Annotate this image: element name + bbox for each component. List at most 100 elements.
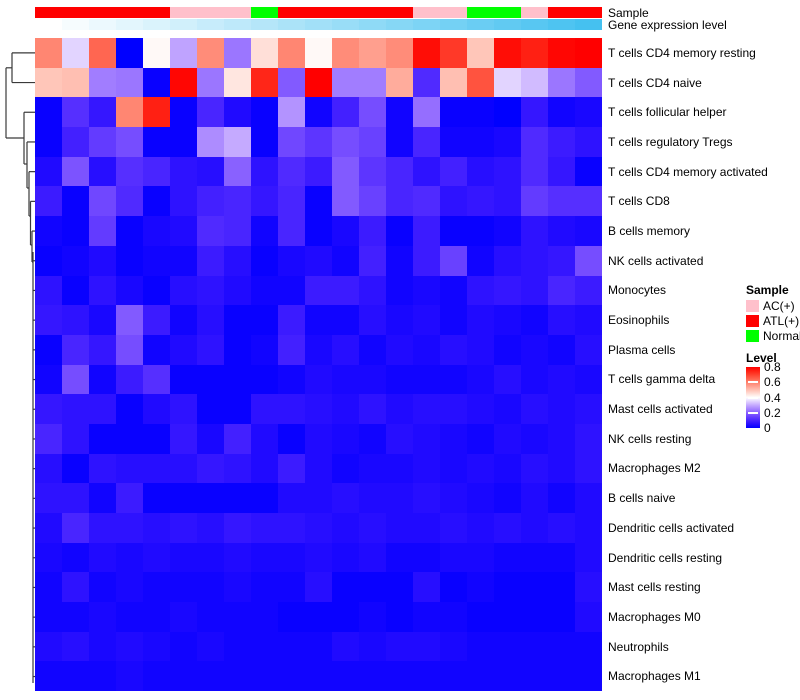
heatmap-cell bbox=[386, 483, 413, 513]
heatmap-cell bbox=[467, 305, 494, 335]
heatmap-cell bbox=[278, 513, 305, 543]
heatmap-cell bbox=[332, 394, 359, 424]
heatmap-cell bbox=[467, 513, 494, 543]
heatmap-cell bbox=[413, 216, 440, 246]
row-label: B cells naive bbox=[608, 491, 676, 506]
heatmap-cell bbox=[440, 275, 467, 306]
heatmap-cell bbox=[413, 602, 440, 632]
legend-level-block: Level 0.8 0.6 0.4 0.2 0 bbox=[746, 351, 800, 436]
level-tick-mark bbox=[748, 381, 758, 384]
heatmap-cell bbox=[305, 394, 332, 424]
sample-annotation-label: Sample bbox=[608, 6, 649, 20]
heatmap-cell bbox=[62, 483, 89, 513]
heatmap-cell bbox=[494, 513, 521, 543]
heatmap-cell bbox=[170, 661, 197, 692]
sample-annotation-cell bbox=[386, 7, 413, 18]
heatmap-cell bbox=[305, 364, 332, 395]
heatmap-cell bbox=[116, 127, 143, 157]
heatmap-cell bbox=[386, 453, 413, 484]
heatmap-cell bbox=[494, 394, 521, 424]
heatmap-cell bbox=[521, 602, 548, 632]
heatmap-cell bbox=[62, 334, 89, 365]
heatmap-cell bbox=[89, 38, 116, 68]
level-tick-label: 0 bbox=[764, 421, 771, 435]
heatmap-cell bbox=[467, 186, 494, 217]
heatmap-cell bbox=[62, 97, 89, 128]
gene-expression-annotation-cell bbox=[359, 19, 386, 30]
heatmap-cell bbox=[89, 127, 116, 157]
heatmap-cell bbox=[359, 97, 386, 128]
row-label: Dendritic cells activated bbox=[608, 520, 735, 535]
heatmap-cell bbox=[467, 97, 494, 128]
heatmap-cell bbox=[224, 513, 251, 543]
heatmap-cell bbox=[251, 97, 278, 128]
heatmap-cell bbox=[89, 97, 116, 128]
heatmap-cell bbox=[359, 127, 386, 157]
heatmap-cell bbox=[197, 275, 224, 306]
heatmap-cell bbox=[224, 127, 251, 157]
sample-annotation-cell bbox=[413, 7, 440, 18]
heatmap-cell bbox=[386, 602, 413, 632]
legend-sample-item-label: Normal bbox=[763, 329, 800, 343]
heatmap-cell bbox=[548, 275, 575, 306]
heatmap-cell bbox=[548, 305, 575, 335]
level-tick-label: 0.2 bbox=[764, 405, 781, 420]
heatmap-cell bbox=[35, 513, 62, 543]
heatmap-cell bbox=[89, 334, 116, 365]
heatmap-cell bbox=[224, 275, 251, 306]
heatmap-cell bbox=[89, 245, 116, 276]
heatmap-cell bbox=[440, 156, 467, 187]
heatmap-cell bbox=[440, 186, 467, 217]
heatmap-cell bbox=[548, 67, 575, 98]
heatmap-cell bbox=[521, 483, 548, 513]
heatmap-cell bbox=[575, 542, 602, 573]
heatmap-cell bbox=[251, 245, 278, 276]
heatmap-cell bbox=[359, 513, 386, 543]
heatmap-cell bbox=[413, 156, 440, 187]
heatmap-cell bbox=[359, 186, 386, 217]
heatmap-cell bbox=[494, 186, 521, 217]
heatmap-cell bbox=[143, 38, 170, 68]
heatmap-cell bbox=[89, 602, 116, 632]
heatmap-cell bbox=[35, 423, 62, 454]
heatmap-cell bbox=[386, 97, 413, 128]
heatmap-cell bbox=[332, 572, 359, 603]
heatmap-cell bbox=[143, 127, 170, 157]
heatmap-cell bbox=[278, 97, 305, 128]
heatmap-cell bbox=[62, 305, 89, 335]
heatmap-cell bbox=[575, 394, 602, 424]
heatmap-cell bbox=[62, 661, 89, 692]
heatmap-cell bbox=[494, 423, 521, 454]
heatmap-cell bbox=[467, 572, 494, 603]
heatmap-cell bbox=[359, 423, 386, 454]
heatmap-cell bbox=[224, 631, 251, 662]
heatmap-cell bbox=[305, 245, 332, 276]
heatmap-cell bbox=[89, 661, 116, 692]
row-label: Neutrophils bbox=[608, 639, 669, 654]
heatmap-cell bbox=[116, 364, 143, 395]
gene-expression-annotation-cell bbox=[251, 19, 278, 30]
heatmap-cell bbox=[197, 394, 224, 424]
heatmap-cell bbox=[35, 394, 62, 424]
gene-expression-annotation-cell bbox=[62, 19, 89, 30]
legend-sample-title: Sample bbox=[746, 283, 789, 297]
heatmap-cell bbox=[35, 275, 62, 306]
heatmap-cell bbox=[62, 67, 89, 98]
heatmap-cell bbox=[89, 513, 116, 543]
heatmap-cell bbox=[521, 156, 548, 187]
heatmap-cell bbox=[305, 275, 332, 306]
heatmap-cell bbox=[170, 67, 197, 98]
heatmap-cell bbox=[413, 423, 440, 454]
heatmap-cell bbox=[359, 67, 386, 98]
row-label: T cells CD4 memory activated bbox=[608, 164, 768, 179]
heatmap-cell bbox=[305, 572, 332, 603]
heatmap-cell bbox=[116, 542, 143, 573]
heatmap-cell bbox=[251, 394, 278, 424]
heatmap-cell bbox=[305, 661, 332, 692]
heatmap-cell bbox=[305, 602, 332, 632]
heatmap-cell bbox=[62, 453, 89, 484]
heatmap-cell bbox=[278, 423, 305, 454]
heatmap-cell bbox=[575, 305, 602, 335]
heatmap-cell bbox=[305, 631, 332, 662]
heatmap-cell bbox=[359, 661, 386, 692]
